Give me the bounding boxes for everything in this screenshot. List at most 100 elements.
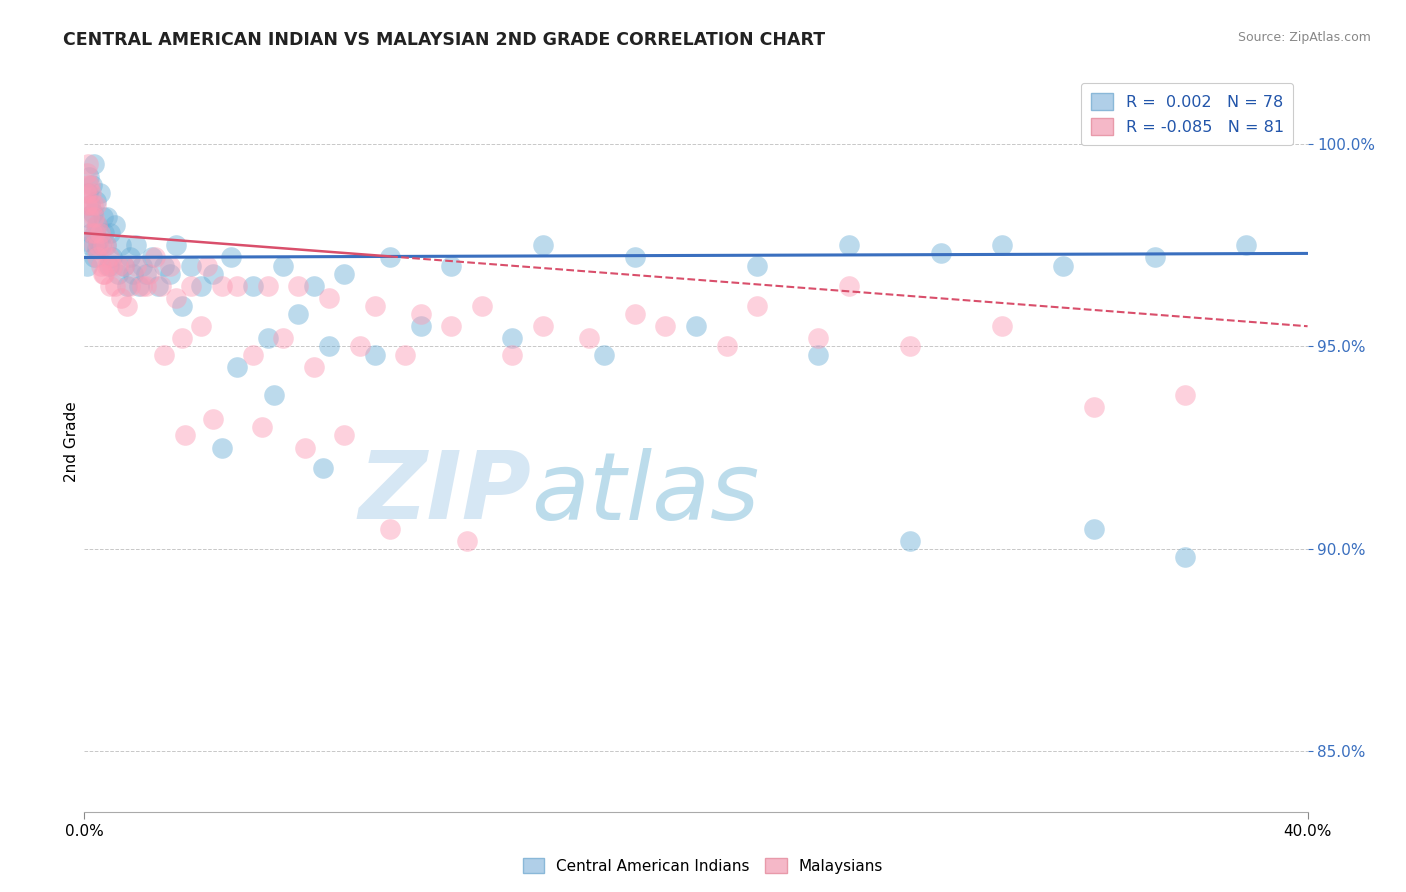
Point xyxy=(125,259,148,273)
Point xyxy=(190,278,212,293)
Point xyxy=(84,226,107,240)
Point xyxy=(76,259,98,273)
Point xyxy=(226,278,249,293)
Point xyxy=(97,251,120,265)
Point xyxy=(578,331,600,345)
Point xyxy=(211,278,233,293)
Point xyxy=(226,359,249,374)
Point xyxy=(101,259,124,273)
Point xyxy=(263,388,285,402)
Point xyxy=(83,210,105,224)
Point xyxy=(80,226,103,240)
Point xyxy=(294,441,316,455)
Point xyxy=(120,251,142,265)
Point xyxy=(96,210,118,224)
Point xyxy=(929,246,952,260)
Point xyxy=(112,259,135,273)
Point xyxy=(82,198,104,212)
Point xyxy=(115,299,138,313)
Point xyxy=(153,347,176,361)
Point xyxy=(120,278,142,293)
Point xyxy=(172,331,194,345)
Point xyxy=(394,347,416,361)
Point xyxy=(75,186,97,200)
Point xyxy=(219,251,242,265)
Point xyxy=(89,226,111,240)
Point xyxy=(110,291,132,305)
Point xyxy=(364,299,387,313)
Point xyxy=(115,278,138,293)
Point xyxy=(716,339,738,353)
Point xyxy=(86,243,108,257)
Point xyxy=(312,460,335,475)
Point xyxy=(190,319,212,334)
Point xyxy=(898,339,921,353)
Point xyxy=(146,278,169,293)
Point xyxy=(107,259,129,273)
Point xyxy=(201,412,224,426)
Point xyxy=(86,251,108,265)
Point xyxy=(271,259,294,273)
Point xyxy=(76,178,98,192)
Point xyxy=(89,186,111,200)
Point xyxy=(77,157,100,171)
Point xyxy=(1052,259,1074,273)
Point xyxy=(84,198,107,212)
Point xyxy=(91,210,114,224)
Point xyxy=(838,278,860,293)
Point xyxy=(318,291,340,305)
Point xyxy=(84,194,107,208)
Point xyxy=(180,278,202,293)
Point xyxy=(98,278,121,293)
Point xyxy=(287,278,309,293)
Point xyxy=(165,291,187,305)
Point xyxy=(141,251,163,265)
Point xyxy=(82,206,104,220)
Point xyxy=(807,331,830,345)
Point xyxy=(84,226,107,240)
Point xyxy=(97,259,120,273)
Point xyxy=(349,339,371,353)
Point xyxy=(1143,251,1166,265)
Point xyxy=(440,319,463,334)
Point xyxy=(79,198,101,212)
Point xyxy=(747,299,769,313)
Point xyxy=(242,347,264,361)
Point xyxy=(440,259,463,273)
Point xyxy=(318,339,340,353)
Point xyxy=(83,157,105,171)
Point xyxy=(201,267,224,281)
Point xyxy=(333,267,356,281)
Point xyxy=(409,319,432,334)
Point xyxy=(1083,522,1105,536)
Point xyxy=(107,267,129,281)
Point xyxy=(98,226,121,240)
Point xyxy=(104,278,127,293)
Point xyxy=(94,238,117,252)
Point xyxy=(93,226,115,240)
Point xyxy=(143,251,166,265)
Point xyxy=(624,251,647,265)
Point xyxy=(77,186,100,200)
Point xyxy=(257,278,280,293)
Point xyxy=(125,238,148,252)
Point xyxy=(271,331,294,345)
Point xyxy=(75,234,97,248)
Text: atlas: atlas xyxy=(531,448,759,539)
Y-axis label: 2nd Grade: 2nd Grade xyxy=(63,401,79,482)
Point xyxy=(80,186,103,200)
Point xyxy=(79,238,101,252)
Legend: Central American Indians, Malaysians: Central American Indians, Malaysians xyxy=(516,852,890,880)
Point xyxy=(747,259,769,273)
Point xyxy=(153,259,176,273)
Point xyxy=(195,259,218,273)
Point xyxy=(333,428,356,442)
Point xyxy=(80,226,103,240)
Point xyxy=(502,331,524,345)
Point xyxy=(80,178,103,192)
Point xyxy=(90,238,112,252)
Point xyxy=(172,299,194,313)
Point xyxy=(180,259,202,273)
Point xyxy=(93,267,115,281)
Point xyxy=(79,198,101,212)
